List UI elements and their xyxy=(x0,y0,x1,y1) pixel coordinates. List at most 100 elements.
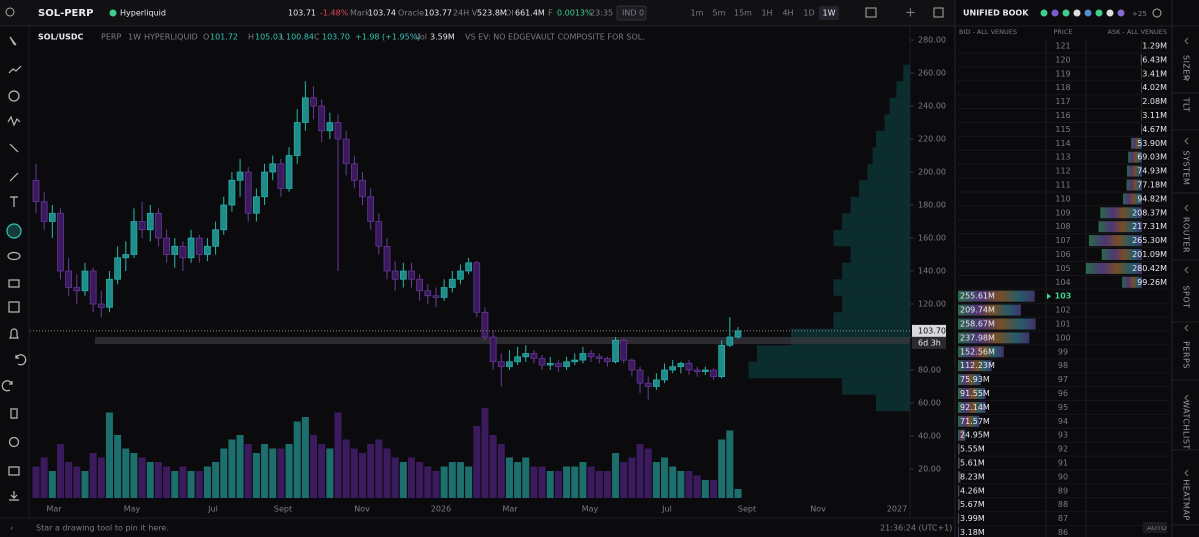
price: 103.71 xyxy=(288,9,316,18)
volume-bar xyxy=(146,462,154,498)
add-icon[interactable]: + xyxy=(905,6,916,21)
book-settings[interactable] xyxy=(1152,8,1162,18)
volume-profile-bar xyxy=(833,229,910,247)
y-tick-label: 140.00 xyxy=(918,267,946,276)
trend-tool[interactable] xyxy=(8,65,22,74)
candle-body xyxy=(310,97,317,107)
candle-body xyxy=(236,171,244,181)
ask-depth-bar xyxy=(1141,82,1142,94)
timeframe[interactable]: 1W xyxy=(823,9,836,18)
bid-size: 209.74M xyxy=(960,306,995,315)
volume-bar xyxy=(669,466,677,498)
timeframe[interactable]: 1D xyxy=(803,9,814,18)
side-tab[interactable]: WATCHLIST xyxy=(1182,400,1191,450)
ask-size: 53.90M xyxy=(1137,139,1167,148)
price-tag xyxy=(912,324,946,337)
x-tick-label: 2027 xyxy=(887,505,907,514)
ohlc-label: O xyxy=(203,33,209,42)
eye-tool[interactable] xyxy=(7,251,21,261)
volume-bar xyxy=(138,457,146,498)
candle-body xyxy=(375,221,383,247)
candle-body xyxy=(81,270,89,292)
search-icon[interactable] xyxy=(5,7,15,17)
bid-size: 258.67M xyxy=(960,320,995,329)
bid-size: 24.95M xyxy=(960,431,990,440)
candle-body xyxy=(391,270,399,280)
volume-bar xyxy=(40,457,48,498)
trash-tool[interactable] xyxy=(10,408,18,419)
side-tab[interactable]: PERPS xyxy=(1182,341,1191,369)
volume-bar xyxy=(456,462,464,498)
side-tab[interactable]: ROUTER xyxy=(1182,217,1191,253)
bid-depth-bar xyxy=(958,304,1021,316)
active-timeframe xyxy=(819,6,839,20)
timeframe[interactable]: 5m xyxy=(713,9,726,18)
layers-tool[interactable] xyxy=(8,301,20,313)
y-tick-label: 280.00 xyxy=(918,36,946,45)
volume-bar xyxy=(212,462,220,498)
volume-bar xyxy=(310,435,318,498)
volume-bar xyxy=(195,471,203,498)
volume-bar xyxy=(285,444,293,498)
volume-bar xyxy=(301,417,309,498)
chart-type-icon[interactable] xyxy=(865,7,877,18)
timeframe[interactable]: 4H xyxy=(782,9,793,18)
circle-tool[interactable] xyxy=(8,90,20,102)
auto-button[interactable] xyxy=(1143,522,1167,533)
undo-tool[interactable] xyxy=(15,354,27,366)
ask-size: 208.37M xyxy=(1132,208,1167,217)
y-tick-label: 60.00 xyxy=(918,398,941,407)
volume-bar xyxy=(546,471,554,498)
volume-profile-bar xyxy=(833,279,910,296)
candle-body xyxy=(253,196,260,214)
side-tab[interactable]: SIZER xyxy=(1182,55,1191,81)
arrow-tool[interactable] xyxy=(9,172,19,182)
timeframe[interactable]: 1H xyxy=(761,9,772,18)
bid-depth-bar xyxy=(958,527,959,537)
redo-tool[interactable] xyxy=(1,380,13,392)
volume-bar xyxy=(179,466,187,498)
cursor-tool[interactable] xyxy=(9,36,17,46)
text-tool[interactable] xyxy=(10,196,18,207)
candle-body xyxy=(514,356,521,363)
side-tab[interactable]: SYSTEM xyxy=(1182,151,1191,186)
ask-size: 69.03M xyxy=(1137,153,1167,162)
volume-bar xyxy=(56,444,64,498)
x-tick-label: May xyxy=(582,505,599,514)
camera-tool[interactable] xyxy=(8,466,20,476)
side-tab[interactable]: HEATMAP xyxy=(1182,479,1191,521)
volume-bar xyxy=(114,435,122,498)
timeframe[interactable]: 15m xyxy=(734,9,752,18)
candle-body xyxy=(497,361,505,368)
volume-bar xyxy=(89,453,97,498)
bid-depth-bar xyxy=(958,318,1036,330)
candle-body xyxy=(506,361,513,368)
indicator-button[interactable] xyxy=(616,5,647,21)
candle-body xyxy=(628,359,636,371)
lock-tool[interactable] xyxy=(8,279,20,288)
symbol[interactable]: SOL-PERP xyxy=(38,8,93,19)
candle-body xyxy=(302,97,309,123)
volume-bar xyxy=(432,471,440,498)
price-level: 113 xyxy=(1055,153,1070,162)
alert-tool[interactable] xyxy=(9,328,19,339)
candle-body xyxy=(285,155,293,189)
volume-profile-bar xyxy=(859,180,910,197)
ruler-tool[interactable] xyxy=(9,143,19,153)
candle-body xyxy=(318,105,326,132)
timeframe[interactable]: 1m xyxy=(691,9,704,18)
window-icon[interactable] xyxy=(933,7,944,18)
path-tool[interactable] xyxy=(7,115,21,127)
collapse-icon[interactable]: ‹ xyxy=(10,524,13,533)
side-tab[interactable]: TLT xyxy=(1182,97,1191,113)
price-level: 118 xyxy=(1055,83,1070,92)
settings-tool[interactable] xyxy=(8,436,20,448)
download-tool[interactable] xyxy=(9,491,19,501)
bid-depth-bar xyxy=(958,485,960,497)
volume-bar xyxy=(571,466,579,498)
price-level: 101 xyxy=(1055,320,1070,329)
magnet-tool[interactable] xyxy=(6,223,22,239)
side-tab[interactable]: SPOT xyxy=(1182,285,1191,308)
volume-bar xyxy=(644,448,652,498)
ohlc-label: C xyxy=(314,33,320,42)
